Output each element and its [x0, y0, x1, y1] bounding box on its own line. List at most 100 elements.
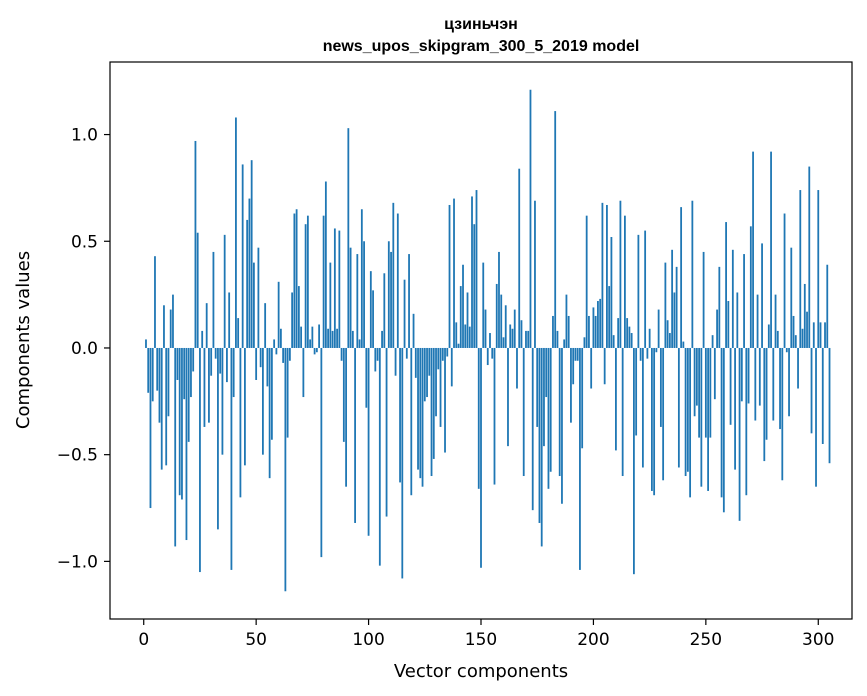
bar-115	[401, 347, 404, 579]
bar-246	[695, 347, 698, 406]
bar-172	[529, 89, 532, 348]
bar-83	[329, 262, 332, 348]
bar-243	[689, 347, 692, 498]
bar-236	[673, 292, 676, 348]
bar-154	[489, 333, 491, 348]
bar-36	[223, 234, 226, 348]
bar-228	[655, 347, 658, 353]
bar-286	[785, 347, 788, 353]
bar-272	[754, 347, 757, 421]
x-axis-title: Vector components	[394, 661, 568, 682]
bar-74	[309, 339, 312, 348]
bar-48	[250, 160, 253, 348]
bar-135	[446, 347, 449, 357]
y-tick-label: −1.0	[57, 552, 98, 572]
bar-97	[360, 209, 363, 348]
bar-43	[239, 347, 242, 498]
bar-38	[228, 292, 231, 348]
bar-249	[702, 251, 705, 348]
bar-226	[650, 347, 653, 491]
bar-164	[511, 328, 514, 348]
bar-128	[430, 347, 433, 477]
bar-114	[399, 347, 401, 483]
bar-10	[165, 347, 168, 466]
bar-182	[552, 315, 554, 348]
bar-113	[396, 213, 399, 348]
bar-288	[790, 247, 793, 348]
bar-109	[387, 241, 390, 348]
bar-93	[351, 330, 354, 348]
bar-145	[468, 326, 471, 348]
bar-205	[603, 347, 606, 385]
bar-110	[390, 251, 392, 348]
bar-148	[475, 190, 478, 348]
bar-76	[313, 347, 316, 355]
bars-group	[145, 89, 831, 592]
bar-90	[345, 347, 347, 487]
bar-31	[212, 251, 215, 348]
bar-152	[484, 309, 487, 348]
bar-201	[594, 315, 597, 348]
bar-200	[592, 307, 595, 348]
bar-94	[354, 347, 356, 523]
bar-86	[336, 328, 338, 348]
x-tick-label: 50	[245, 630, 267, 650]
bar-237	[675, 266, 678, 348]
bar-218	[633, 347, 635, 575]
bar-183	[554, 111, 557, 348]
bar-289	[792, 315, 795, 348]
bar-62	[282, 347, 285, 363]
bar-297	[810, 347, 813, 434]
bar-295	[806, 311, 808, 348]
bar-235	[671, 249, 674, 348]
bar-187	[563, 339, 566, 348]
bar-99	[365, 347, 368, 408]
bar-191	[572, 347, 575, 385]
bar-26	[201, 330, 204, 348]
bar-210	[615, 347, 617, 451]
bar-206	[606, 204, 608, 348]
bar-268	[745, 347, 748, 496]
bar-155	[491, 347, 494, 359]
bar-136	[448, 204, 451, 348]
bar-73	[306, 215, 309, 348]
bar-101	[369, 271, 372, 348]
bar-167	[518, 168, 521, 348]
bar-89	[342, 347, 345, 442]
bar-82	[327, 328, 329, 348]
bar-300	[817, 190, 820, 348]
bar-261	[729, 347, 732, 425]
bar-238	[677, 347, 680, 468]
bar-143	[464, 324, 467, 348]
bar-169	[522, 347, 525, 477]
bar-222	[641, 347, 644, 468]
bar-171	[527, 330, 530, 348]
bar-251	[707, 347, 709, 491]
bar-37	[226, 347, 228, 383]
bar-140	[457, 343, 460, 348]
bar-71	[302, 347, 305, 398]
bar-209	[612, 335, 615, 348]
bar-32	[214, 347, 217, 359]
bar-98	[363, 241, 365, 348]
bar-126	[426, 347, 428, 398]
x-tick-label: 250	[690, 630, 722, 650]
bar-51	[257, 247, 260, 348]
bar-298	[812, 322, 815, 348]
bar-103	[374, 347, 377, 372]
bar-40	[232, 347, 235, 398]
bar-303	[824, 322, 826, 348]
bar-193	[576, 347, 579, 361]
bar-88	[340, 347, 343, 361]
bar-130	[435, 347, 437, 417]
bar-234	[668, 333, 671, 348]
bar-204	[601, 202, 604, 348]
bar-202	[597, 301, 599, 348]
bar-266	[740, 347, 743, 402]
bar-174	[534, 200, 536, 348]
bar-180	[547, 347, 550, 489]
bar-265	[738, 347, 741, 521]
bar-196	[583, 337, 586, 348]
bar-52	[259, 347, 262, 368]
bar-208	[610, 237, 613, 348]
